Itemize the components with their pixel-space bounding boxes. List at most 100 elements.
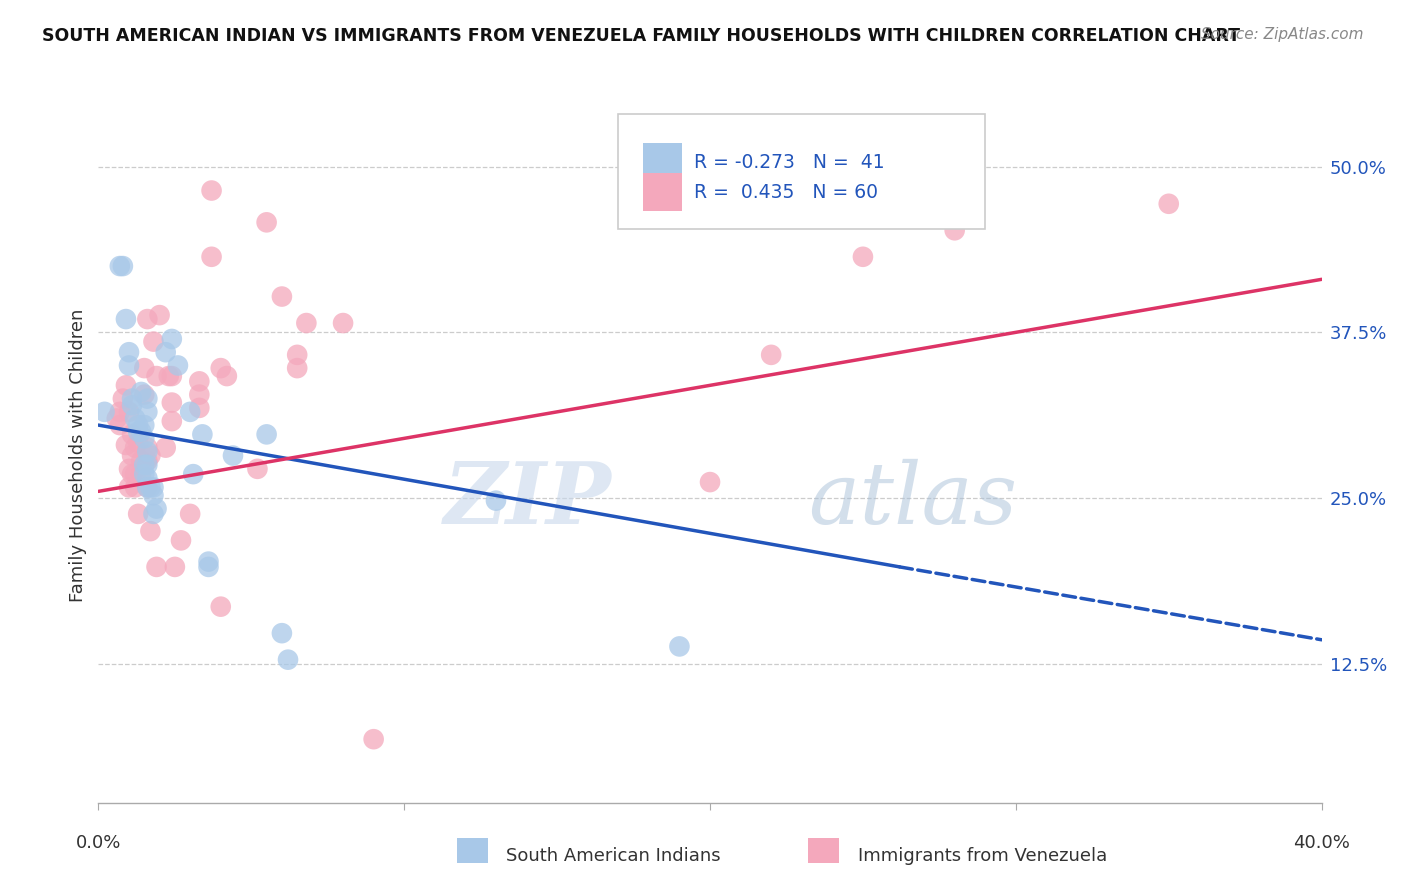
Point (136, 480, 159, 494)
Point (332, 316, 354, 330)
Point (111, 392, 134, 406)
Point (118, 405, 141, 419)
Point (124, 480, 146, 494)
Point (134, 458, 156, 472)
Point (115, 378, 138, 392)
Point (115, 438, 138, 452)
Point (136, 444, 159, 458)
Point (142, 334, 165, 349)
Text: 0.0%: 0.0% (76, 834, 121, 852)
Point (852, 250, 875, 264)
Point (155, 441, 177, 455)
Point (127, 425, 149, 439)
Point (118, 359, 141, 373)
Point (160, 369, 183, 384)
Point (295, 316, 318, 330)
Point (157, 369, 180, 384)
Point (160, 414, 183, 428)
Point (170, 533, 193, 548)
Point (136, 312, 159, 326)
Point (160, 395, 183, 409)
Point (145, 501, 167, 516)
Point (222, 449, 245, 463)
Point (136, 471, 159, 485)
Point (485, 493, 508, 508)
Point (188, 401, 211, 415)
Point (142, 488, 165, 502)
Point (136, 441, 159, 455)
Point (115, 312, 138, 326)
Point (145, 560, 167, 574)
Point (285, 361, 308, 376)
Point (167, 359, 190, 373)
Point (209, 361, 232, 376)
Text: R =  0.435   N = 60: R = 0.435 N = 60 (695, 183, 879, 202)
Point (129, 384, 152, 399)
Point (108, 405, 131, 419)
Point (136, 454, 159, 468)
Point (188, 387, 211, 401)
Point (142, 480, 165, 494)
Point (134, 467, 156, 482)
Point (285, 348, 308, 362)
Point (270, 289, 292, 303)
Point (145, 369, 167, 384)
Point (127, 418, 149, 433)
Point (136, 458, 159, 472)
Text: ZIP: ZIP (444, 458, 612, 542)
Y-axis label: Family Households with Children: Family Households with Children (69, 309, 87, 601)
Point (121, 398, 143, 412)
Point (256, 427, 278, 442)
Point (139, 480, 162, 494)
Point (134, 418, 156, 433)
Point (134, 387, 156, 401)
Point (200, 250, 222, 264)
Point (124, 441, 146, 455)
Point (134, 361, 156, 376)
Point (191, 427, 214, 442)
Point (943, 223, 966, 237)
Point (142, 507, 165, 521)
Bar (643, 144, 682, 181)
Point (270, 626, 292, 640)
Point (136, 480, 159, 494)
Point (139, 524, 162, 538)
Point (759, 348, 782, 362)
Point (209, 599, 232, 614)
Point (124, 467, 146, 482)
Text: 40.0%: 40.0% (1294, 834, 1350, 852)
Point (188, 375, 211, 389)
Point (699, 475, 721, 489)
Point (197, 555, 219, 569)
Point (149, 308, 172, 322)
Point (668, 640, 690, 654)
Point (121, 467, 143, 482)
Point (256, 215, 278, 229)
Point (277, 653, 299, 667)
Point (93, 405, 115, 419)
Point (118, 480, 141, 494)
Point (215, 369, 238, 384)
Point (363, 732, 385, 747)
Point (136, 405, 159, 419)
Point (108, 418, 131, 433)
Point (1157, 196, 1180, 211)
Point (139, 449, 162, 463)
Point (160, 332, 183, 346)
Point (105, 411, 128, 425)
Point (121, 449, 143, 463)
Point (108, 259, 131, 273)
Text: Immigrants from Venezuela: Immigrants from Venezuela (858, 847, 1107, 865)
Point (124, 411, 146, 425)
Point (121, 392, 143, 406)
Point (136, 392, 159, 406)
Point (127, 435, 149, 450)
Text: R = -0.273   N =  41: R = -0.273 N = 41 (695, 153, 884, 172)
Point (129, 425, 152, 439)
Point (127, 507, 149, 521)
Text: South American Indians: South American Indians (506, 847, 721, 865)
FancyBboxPatch shape (619, 114, 986, 229)
Point (118, 345, 141, 359)
Text: SOUTH AMERICAN INDIAN VS IMMIGRANTS FROM VENEZUELA FAMILY HOUSEHOLDS WITH CHILDR: SOUTH AMERICAN INDIAN VS IMMIGRANTS FROM… (42, 27, 1240, 45)
Point (197, 560, 219, 574)
